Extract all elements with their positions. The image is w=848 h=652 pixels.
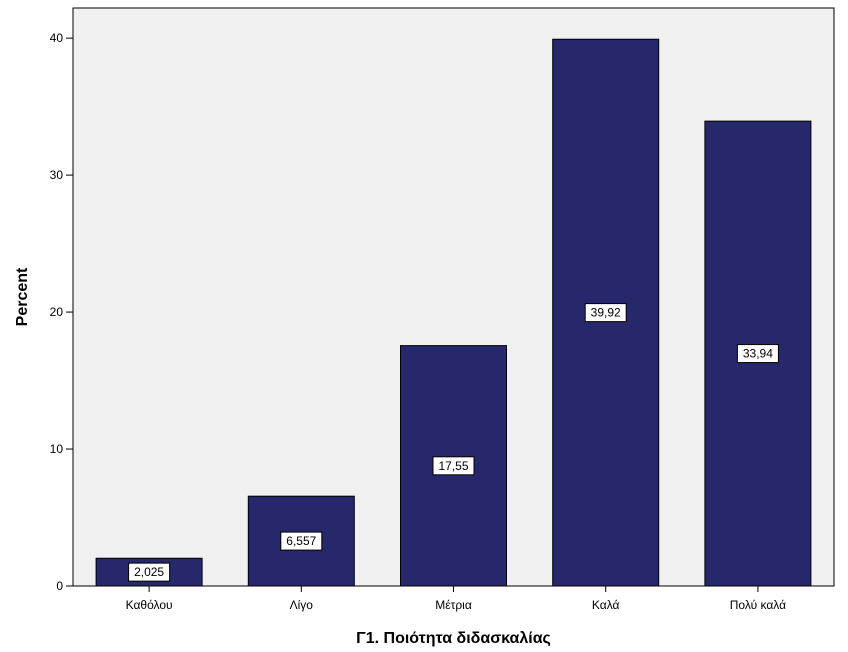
data-label: 2,025: [134, 565, 164, 579]
y-tick-label: 40: [50, 31, 64, 45]
x-tick-label: Μέτρια: [435, 598, 472, 612]
y-axis-ticks: 0 10 20 30 40: [50, 31, 73, 593]
data-label: 33,94: [743, 347, 773, 361]
data-label-box: [584, 303, 627, 323]
x-tick-label: Καλά: [592, 598, 620, 612]
data-label-box: [128, 562, 171, 582]
y-axis-title: Percent: [14, 267, 31, 326]
y-tick-label: 10: [50, 442, 64, 456]
data-label-box: [432, 456, 475, 476]
y-tick-label: 20: [50, 305, 64, 319]
data-label: 17,55: [438, 459, 468, 473]
data-label-box: [736, 344, 779, 364]
x-axis-title: Γ1. Ποιότητα διδασκαλίας: [356, 630, 551, 647]
x-tick-label: Πολύ καλά: [730, 598, 786, 612]
x-tick-label: Λίγο: [290, 598, 314, 612]
y-tick-label: 0: [56, 579, 63, 593]
y-tick-label: 30: [50, 168, 64, 182]
data-label-box: [280, 531, 323, 551]
data-label: 39,92: [591, 306, 621, 320]
x-axis-ticks: Καθόλου Λίγο Μέτρια Καλά Πολύ καλά: [126, 586, 786, 612]
bars: 2,025 6,557 17,55 39,92 33,94: [95, 38, 812, 587]
x-tick-label: Καθόλου: [126, 598, 173, 612]
data-label: 6,557: [286, 534, 316, 548]
